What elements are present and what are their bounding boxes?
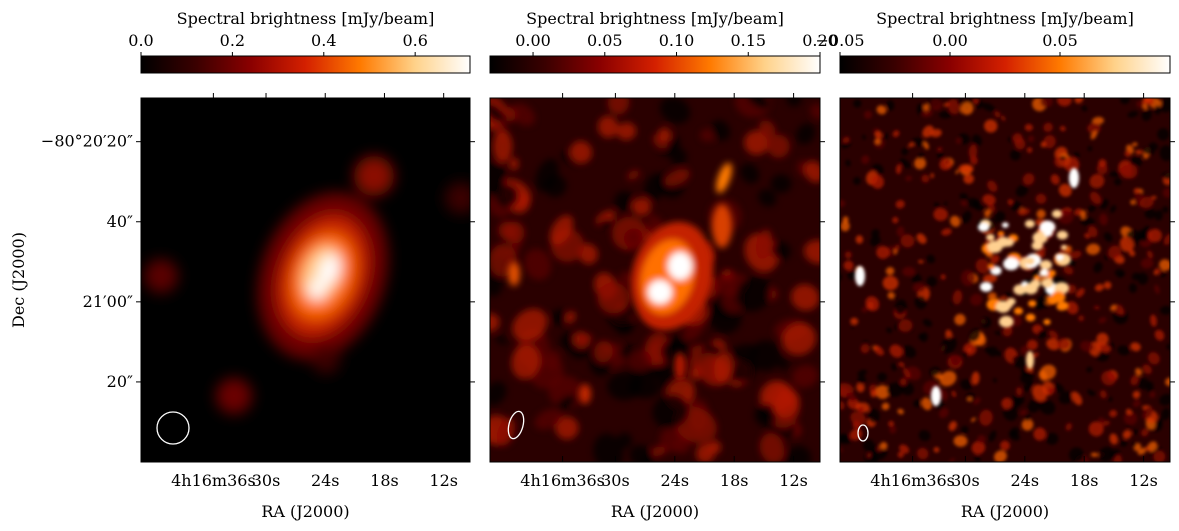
x-tick-label: 12s [429, 471, 458, 490]
y-tick-label: 40″ [107, 212, 133, 231]
beam-ellipse [156, 411, 190, 445]
heatmap-image-1 [141, 98, 470, 462]
beam-ellipse [507, 410, 525, 440]
axes-frame [839, 97, 1171, 463]
colorbar-tick-label: 0.20 [802, 31, 838, 50]
colorbar-label: Spectral brightness [mJy/beam] [876, 9, 1134, 28]
x-axis-label: RA (J2000) [961, 502, 1049, 521]
x-tick-label: 18s [1070, 471, 1099, 490]
colorbar-tick-label: 0.2 [220, 31, 245, 50]
colorbar-tick-label: −0.05 [815, 31, 864, 50]
y-tick-label: 21′00″ [83, 292, 133, 311]
colorbar-tick-label: 0.10 [659, 31, 695, 50]
colorbar-tick-label: 0.00 [515, 31, 551, 50]
colorbar-tick-label: 0.05 [587, 31, 623, 50]
beam-ellipse [857, 424, 869, 442]
x-tick-label: 4h16m36s [870, 471, 955, 490]
x-tick-label: 12s [779, 471, 808, 490]
colorbar-tick-label: 0.15 [730, 31, 766, 50]
x-tick-label: 30s [252, 471, 281, 490]
x-tick-label: 30s [951, 471, 980, 490]
heatmap-image-3 [840, 98, 1170, 462]
x-tick-label: 24s [661, 471, 690, 490]
y-tick-label: −80°20′20″ [41, 132, 133, 151]
colorbar [140, 55, 471, 74]
y-axis-label: Dec (J2000) [9, 232, 28, 328]
x-tick-label: 24s [1011, 471, 1040, 490]
axes-frame [140, 97, 471, 463]
colorbar-label: Spectral brightness [mJy/beam] [177, 9, 435, 28]
x-tick-label: 18s [370, 471, 399, 490]
axes-frame [489, 97, 821, 463]
colorbar [839, 55, 1171, 74]
x-axis-label: RA (J2000) [261, 502, 349, 521]
x-tick-label: 4h16m36s [520, 471, 605, 490]
colorbar-tick-label: 0.0 [128, 31, 153, 50]
x-tick-label: 24s [311, 471, 340, 490]
colorbar-tick-label: 0.00 [932, 31, 968, 50]
colorbar-tick-label: 0.6 [402, 31, 427, 50]
y-tick-label: 20″ [107, 372, 133, 391]
x-tick-label: 18s [720, 471, 749, 490]
colorbar-tick-label: 0.4 [311, 31, 336, 50]
x-tick-label: 12s [1129, 471, 1158, 490]
colorbar [489, 55, 821, 74]
colorbar-label: Spectral brightness [mJy/beam] [526, 9, 784, 28]
x-tick-label: 4h16m36s [171, 471, 256, 490]
x-tick-label: 30s [601, 471, 630, 490]
x-axis-label: RA (J2000) [611, 502, 699, 521]
heatmap-image-2 [490, 98, 820, 462]
colorbar-tick-label: 0.05 [1042, 31, 1078, 50]
